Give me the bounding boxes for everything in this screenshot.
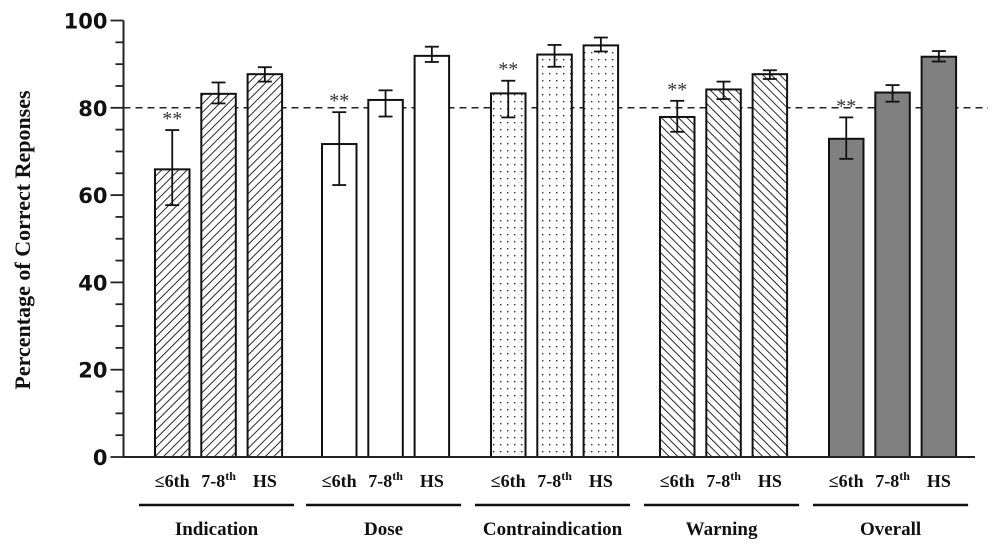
- bars: ** ** ** ** **: [154, 36, 958, 459]
- x-category-label: HS: [927, 471, 951, 491]
- group-label: Indication: [175, 519, 259, 540]
- significance-marker: **: [836, 95, 856, 117]
- significance-marker: **: [329, 90, 349, 112]
- x-category-label: HS: [420, 471, 444, 491]
- x-category-label: ≤6th: [322, 471, 357, 491]
- bar: [200, 92, 237, 458]
- bar: [920, 55, 958, 459]
- group-label: Contraindication: [483, 519, 623, 540]
- bar: [705, 88, 742, 458]
- bar: [536, 53, 573, 459]
- significance-marker: **: [162, 108, 182, 130]
- bar: [874, 91, 911, 459]
- bar: [828, 137, 865, 458]
- x-category-superscript: th: [561, 469, 572, 483]
- x-category-label: ≤6th: [491, 471, 526, 491]
- bar-group-indication: **: [154, 66, 284, 458]
- bar-group-dose: **: [321, 45, 451, 459]
- x-category-label: 7-8th: [201, 469, 236, 491]
- bar: [154, 168, 191, 458]
- bar: [659, 115, 696, 459]
- x-category-label: 7-8th: [368, 469, 403, 491]
- x-category-text: HS: [253, 471, 277, 491]
- x-category-label: 7-8th: [706, 469, 741, 491]
- x-category-text: 7-8: [201, 471, 225, 491]
- y-tick-label: 20: [78, 359, 107, 383]
- bar: [321, 143, 358, 458]
- x-category-label: HS: [758, 471, 782, 491]
- significance-marker: **: [498, 59, 518, 81]
- x-category-text: ≤6th: [829, 471, 864, 491]
- x-category-label: ≤6th: [155, 471, 190, 491]
- x-category-superscript: th: [899, 469, 910, 483]
- y-axis-title: Percentage of Correct Reponses: [10, 90, 35, 390]
- bar-group-contraindication: **: [490, 36, 620, 459]
- x-category-text: 7-8: [875, 471, 899, 491]
- bar-group-overall: **: [828, 50, 958, 459]
- bar: [582, 44, 620, 459]
- significance-marker: **: [667, 79, 687, 101]
- x-category-label: ≤6th: [660, 471, 695, 491]
- x-category-text: ≤6th: [322, 471, 357, 491]
- x-category-text: ≤6th: [491, 471, 526, 491]
- y-tick-label: 100: [64, 10, 108, 34]
- group-label: Dose: [364, 519, 403, 540]
- x-category-text: 7-8: [368, 471, 392, 491]
- x-category-superscript: th: [225, 469, 236, 483]
- x-category-superscript: th: [392, 469, 403, 483]
- x-category-text: 7-8: [537, 471, 561, 491]
- y-tick-label: 80: [78, 97, 107, 121]
- x-category-text: HS: [758, 471, 782, 491]
- y-tick-label: 0: [93, 446, 108, 470]
- x-category-text: HS: [927, 471, 951, 491]
- y-tick-label: 40: [78, 271, 107, 295]
- y-axis: 0 20 40 60 80 100: [64, 10, 125, 470]
- group-label: Overall: [860, 519, 921, 540]
- x-category-label: HS: [253, 471, 277, 491]
- x-category-text: HS: [420, 471, 444, 491]
- bar-group-warning: **: [659, 69, 789, 459]
- y-tick-label: 60: [78, 184, 107, 208]
- x-category-text: HS: [589, 471, 613, 491]
- x-category-label: 7-8th: [875, 469, 910, 491]
- bar: [751, 73, 789, 458]
- bar: [490, 92, 527, 458]
- group-label: Warning: [686, 519, 758, 540]
- bar: [367, 98, 404, 459]
- x-category-superscript: th: [730, 469, 741, 483]
- x-category-label: HS: [589, 471, 613, 491]
- x-category-label: ≤6th: [829, 471, 864, 491]
- x-category-label: 7-8th: [537, 469, 572, 491]
- x-category-text: ≤6th: [660, 471, 695, 491]
- x-category-text: ≤6th: [155, 471, 190, 491]
- bar: [246, 73, 284, 458]
- bar: [413, 54, 451, 458]
- x-category-text: 7-8: [706, 471, 730, 491]
